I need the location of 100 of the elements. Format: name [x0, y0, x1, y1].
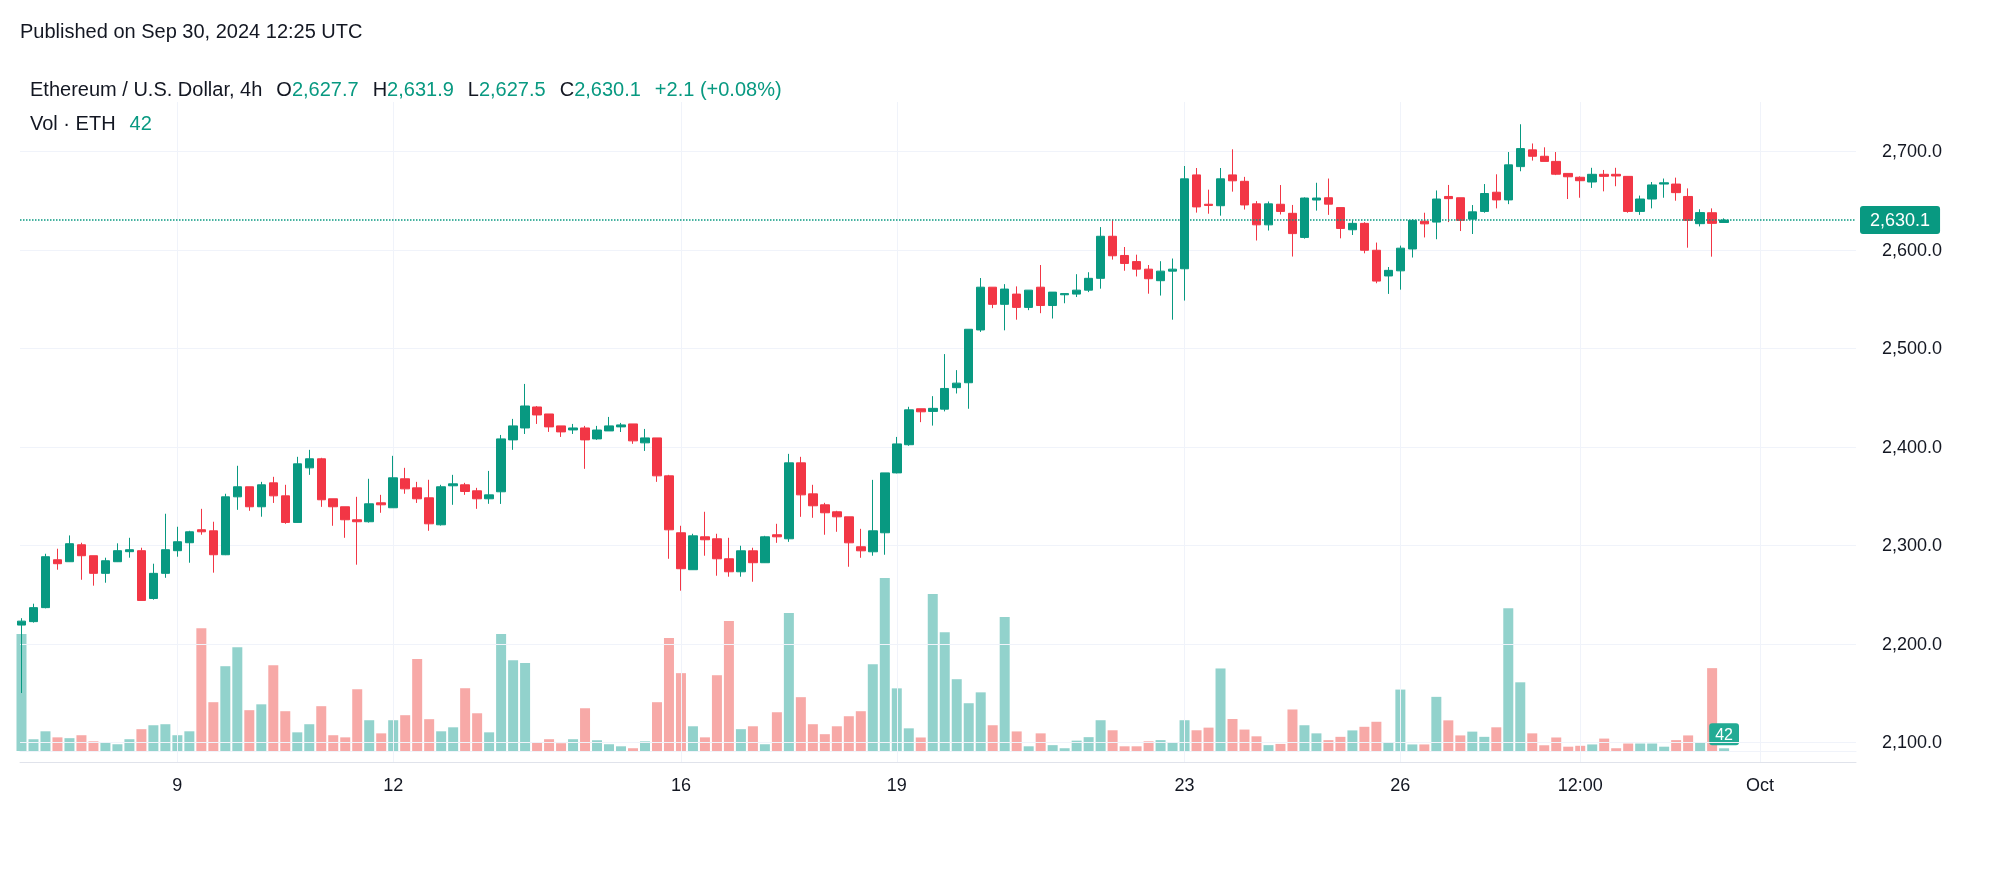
candlestick	[1024, 289, 1033, 311]
bar	[256, 704, 267, 751]
bar	[280, 711, 291, 751]
candlestick	[592, 425, 602, 441]
bar	[699, 737, 710, 751]
bar	[412, 659, 423, 751]
candlestick	[1168, 258, 1177, 321]
bar	[160, 724, 171, 751]
candlestick	[221, 493, 230, 556]
candlestick	[568, 423, 578, 435]
candlestick	[173, 526, 182, 558]
candlestick	[305, 449, 314, 476]
y-tick-label: 2,200.0	[1882, 633, 1943, 654]
candlestick	[1635, 195, 1645, 216]
candlestick	[1575, 175, 1585, 199]
candlestick	[257, 481, 266, 518]
bar	[580, 708, 591, 751]
y-tick-label: 2,100.0	[1882, 732, 1943, 753]
candlestick	[1384, 266, 1393, 295]
bar	[963, 703, 974, 751]
candlestick	[281, 484, 290, 525]
candlestick	[1240, 176, 1249, 211]
candlestick	[340, 506, 350, 539]
bar	[711, 675, 722, 751]
candlestick	[796, 456, 806, 518]
bar	[1719, 748, 1730, 751]
candlestick	[1671, 177, 1681, 202]
candlestick	[293, 456, 302, 524]
bar	[1503, 608, 1514, 751]
bar	[1047, 745, 1058, 751]
candlestick	[604, 416, 614, 432]
candlestick	[1599, 169, 1609, 192]
candlestick	[676, 525, 686, 592]
candlestick	[1096, 226, 1105, 290]
bar	[16, 634, 27, 751]
bar	[544, 739, 555, 751]
candlestick	[1048, 291, 1057, 320]
bar	[879, 578, 890, 751]
candlestick	[436, 484, 446, 527]
bar	[424, 719, 435, 751]
bar	[1275, 743, 1286, 751]
bar	[831, 726, 842, 751]
bar	[100, 742, 111, 751]
bar	[1611, 748, 1622, 751]
bar	[1551, 737, 1562, 751]
candlestick	[616, 422, 626, 433]
candlestick	[1036, 264, 1045, 314]
x-tick-label: 12	[383, 775, 404, 795]
bar	[124, 739, 135, 751]
candlestick	[508, 418, 518, 451]
bar	[1695, 742, 1706, 751]
candlestick	[1156, 260, 1165, 297]
bar	[1587, 744, 1598, 751]
bar	[783, 613, 794, 751]
bar	[1203, 727, 1214, 751]
candlestick	[1324, 178, 1333, 216]
x-tick-label: Oct	[1746, 775, 1775, 795]
bar	[1143, 741, 1154, 751]
bar	[292, 732, 303, 751]
candlestick	[137, 547, 146, 601]
candlestick	[928, 395, 938, 427]
bar	[1107, 730, 1118, 751]
bar	[1035, 733, 1046, 751]
candlestick	[1144, 264, 1153, 295]
bar	[927, 594, 938, 751]
y-tick-label: 2,700.0	[1882, 141, 1943, 162]
candlestick	[1683, 187, 1693, 249]
candlestick	[532, 405, 542, 425]
candlestick	[424, 479, 434, 532]
candlestick	[1000, 283, 1009, 331]
bar	[1287, 709, 1298, 751]
bar	[376, 733, 387, 751]
candlestick	[988, 286, 997, 309]
bar	[340, 737, 351, 751]
candlestick	[652, 437, 662, 483]
bar	[1155, 740, 1166, 751]
bar	[304, 724, 315, 751]
bar	[951, 679, 962, 751]
candlestick	[1551, 151, 1561, 176]
bar	[460, 688, 471, 751]
candlestick	[1611, 167, 1621, 187]
bar	[1539, 745, 1550, 751]
candlestick	[65, 534, 74, 563]
candlestick	[317, 457, 326, 508]
candlestick	[1288, 204, 1297, 258]
candlestick	[808, 484, 818, 519]
candlestick	[904, 406, 914, 447]
candlestick	[1204, 189, 1213, 215]
y-tick-label: 2,600.0	[1882, 239, 1943, 260]
candlestick	[832, 510, 842, 533]
bar	[999, 617, 1010, 751]
bar	[1479, 736, 1490, 751]
candlestick	[1060, 293, 1069, 304]
candlestick	[448, 474, 458, 506]
bar	[1371, 721, 1382, 751]
candlestick	[1192, 167, 1201, 214]
bar	[771, 712, 782, 751]
bar	[1335, 736, 1346, 751]
bar	[1527, 733, 1538, 751]
candlestick	[1312, 182, 1321, 212]
